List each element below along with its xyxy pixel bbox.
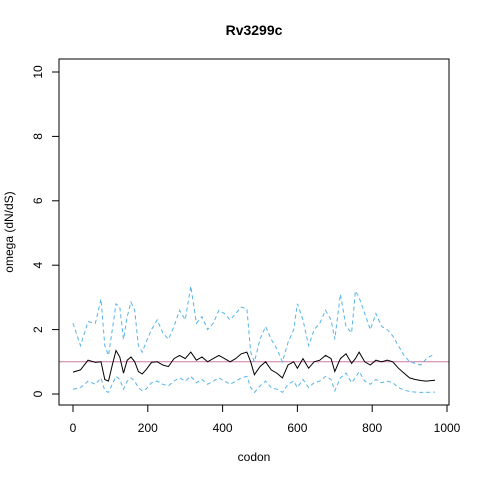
x-tick-label: 800 xyxy=(362,421,382,435)
x-tick-label: 400 xyxy=(213,421,233,435)
x-tick-label: 1000 xyxy=(434,421,461,435)
chart-title: Rv3299c xyxy=(226,22,283,38)
upper-ci-line xyxy=(72,286,436,366)
y-tick-label: 0 xyxy=(31,390,45,397)
y-tick-label: 8 xyxy=(31,133,45,140)
y-tick-label: 6 xyxy=(31,197,45,204)
lower-ci-line xyxy=(72,370,435,394)
y-tick-label: 2 xyxy=(31,326,45,333)
omega-line xyxy=(72,349,436,382)
x-tick-label: 0 xyxy=(70,421,77,435)
x-axis: 0 200 400 600 800 1000 xyxy=(70,404,461,435)
x-axis-label: codon xyxy=(238,450,271,464)
x-tick-label: 600 xyxy=(287,421,307,435)
x-tick-label: 200 xyxy=(138,421,158,435)
y-axis-label: omega (dN/dS) xyxy=(2,191,16,272)
y-tick-label: 4 xyxy=(31,262,45,269)
plot-marks xyxy=(59,286,449,394)
y-axis: 0 2 4 6 8 10 xyxy=(31,65,60,397)
y-tick-label: 10 xyxy=(31,65,45,79)
